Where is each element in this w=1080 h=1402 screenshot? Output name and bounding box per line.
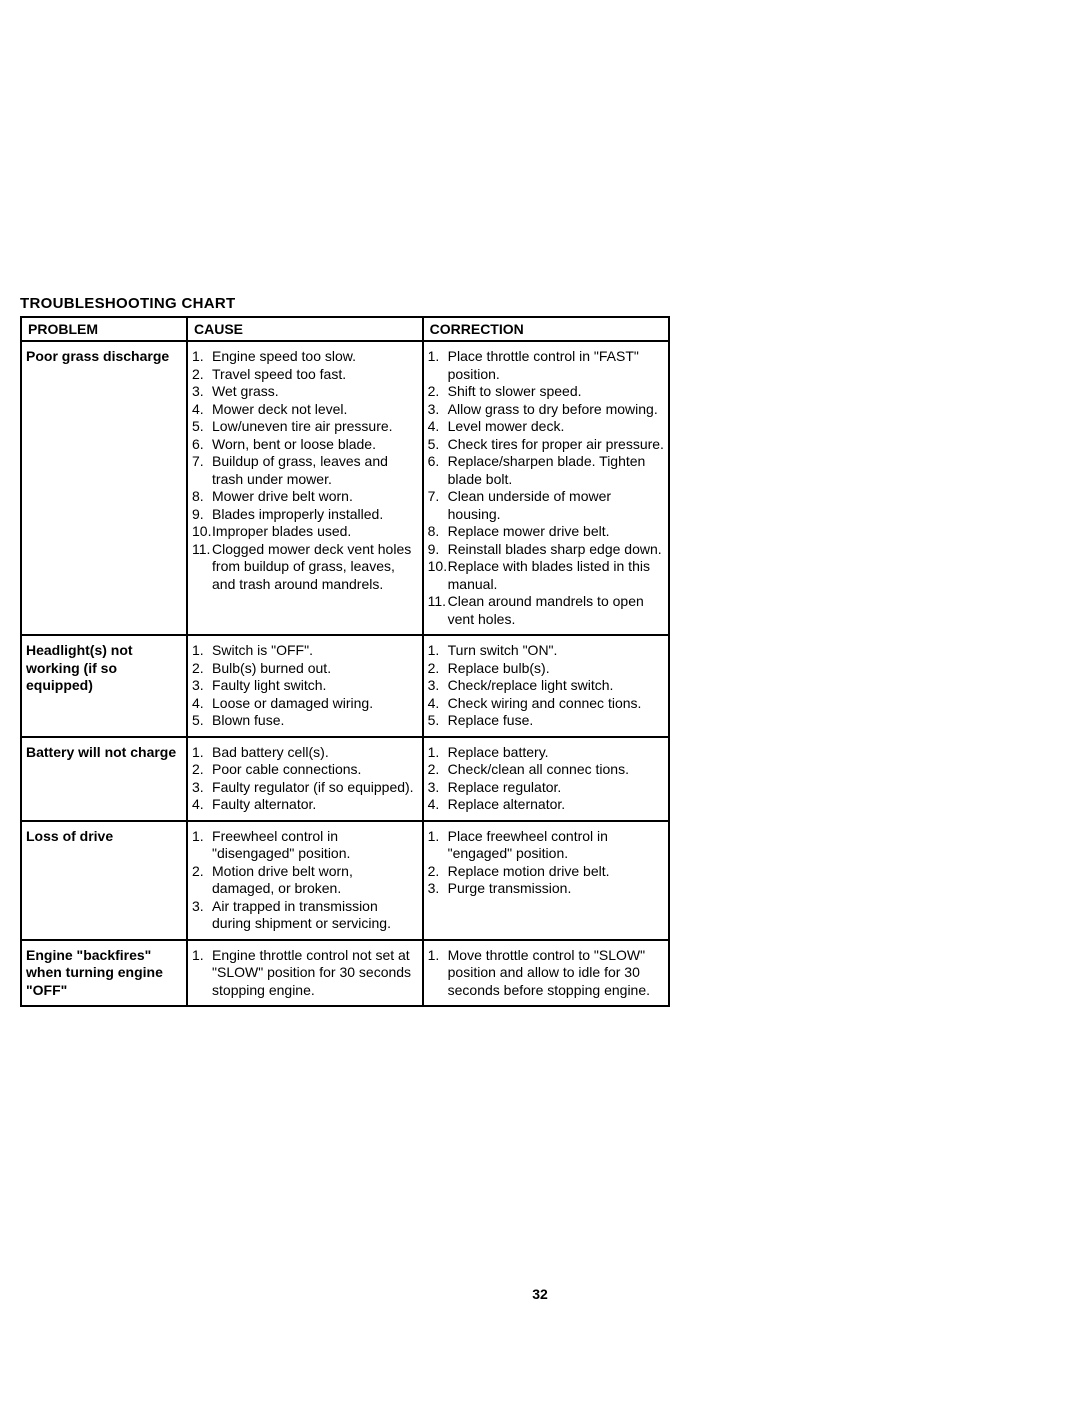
problem-label: Engine "backfires" when turning engine "… (26, 947, 163, 998)
correction-item: 3.Replace regulator. (428, 779, 664, 797)
correction-item: 3.Purge transmission. (428, 880, 664, 898)
table-header-row: PROBLEM CAUSE CORRECTION (21, 317, 669, 341)
troubleshooting-table: PROBLEM CAUSE CORRECTION Poor grass disc… (20, 316, 670, 1007)
cause-item: 8.Mower drive belt worn. (192, 488, 418, 506)
cause-item: 9.Blades improperly installed. (192, 506, 418, 524)
correction-item: 2.Shift to slower speed. (428, 383, 664, 401)
cause-item: 10.Improper blades used. (192, 523, 418, 541)
page-content: TROUBLESHOOTING CHART PROBLEM CAUSE CORR… (20, 295, 670, 1007)
cause-item: 2.Motion drive belt worn, damaged, or br… (192, 863, 418, 898)
correction-item: 4.Replace alternator. (428, 796, 664, 814)
correction-item: 1.Replace battery. (428, 744, 664, 762)
correction-item: 4.Check wiring and connec tions. (428, 695, 664, 713)
correction-item: 1.Place freewheel control in "engaged" p… (428, 828, 664, 863)
table-row: Loss of drive 1.Freewheel control in "dis… (21, 821, 669, 940)
correction-item: 8.Replace mower drive belt. (428, 523, 664, 541)
correction-cell: 1.Place throttle control in "FAST" posit… (423, 341, 669, 635)
correction-item: 2.Check/clean all connec tions. (428, 761, 664, 779)
header-problem: PROBLEM (21, 317, 187, 341)
correction-cell: 1.Move throttle control to "SLOW" positi… (423, 940, 669, 1007)
cause-cell: 1.Freewheel control in "disengaged" posi… (187, 821, 423, 940)
problem-cell: Battery will not charge (21, 737, 187, 821)
correction-item: 11.Clean around mandrels to open vent ho… (428, 593, 664, 628)
cause-item: 1.Bad battery cell(s). (192, 744, 418, 762)
correction-item: 4.Level mower deck. (428, 418, 664, 436)
correction-item: 1.Turn switch "ON". (428, 642, 664, 660)
cause-item: 5.Blown fuse. (192, 712, 418, 730)
correction-item: 10.Replace with blades listed in this ma… (428, 558, 664, 593)
cause-item: 5.Low/uneven tire air pressure. (192, 418, 418, 436)
cause-item: 4.Loose or damaged wiring. (192, 695, 418, 713)
header-correction: CORRECTION (423, 317, 669, 341)
correction-item: 1.Move throttle control to "SLOW" positi… (428, 947, 664, 1000)
cause-cell: 1.Switch is "OFF".2.Bulb(s) burned out.3… (187, 635, 423, 737)
cause-item: 2.Poor cable connections. (192, 761, 418, 779)
cause-item: 2.Bulb(s) burned out. (192, 660, 418, 678)
table-row: Engine "backfires" when turning engine "… (21, 940, 669, 1007)
correction-cell: 1.Turn switch "ON".2.Replace bulb(s).3.C… (423, 635, 669, 737)
cause-item: 3.Wet grass. (192, 383, 418, 401)
correction-item: 2.Replace motion drive belt. (428, 863, 664, 881)
correction-item: 5.Replace fuse. (428, 712, 664, 730)
cause-cell: 1.Engine speed too slow.2.Travel speed t… (187, 341, 423, 635)
table-row: Headlight(s) not working (if so equipped… (21, 635, 669, 737)
cause-item: 1.Freewheel control in "disengaged" posi… (192, 828, 418, 863)
correction-item: 3.Check/replace light switch. (428, 677, 664, 695)
problem-label: Headlight(s) not working (if so equipped… (26, 642, 133, 693)
problem-label: Loss of drive (26, 828, 113, 844)
cause-item: 2.Travel speed too fast. (192, 366, 418, 384)
cause-cell: 1.Engine throttle control not set at "SL… (187, 940, 423, 1007)
header-cause: CAUSE (187, 317, 423, 341)
cause-item: 11.Clogged mower deck vent holes from bu… (192, 541, 418, 594)
page-number: 32 (0, 1286, 1080, 1302)
correction-item: 7.Clean underside of mower housing. (428, 488, 664, 523)
cause-item: 4.Mower deck not level. (192, 401, 418, 419)
correction-item: 9.Reinstall blades sharp edge down. (428, 541, 664, 559)
correction-item: 6.Replace/sharpen blade. Tighten blade b… (428, 453, 664, 488)
problem-label: Battery will not charge (26, 744, 176, 760)
correction-item: 3.Allow grass to dry before mowing. (428, 401, 664, 419)
correction-item: 5.Check tires for proper air pressure. (428, 436, 664, 454)
cause-item: 3.Air trapped in transmission during shi… (192, 898, 418, 933)
cause-item: 6.Worn, bent or loose blade. (192, 436, 418, 454)
problem-cell: Loss of drive (21, 821, 187, 940)
cause-item: 7.Buildup of grass, leaves and trash und… (192, 453, 418, 488)
chart-title: TROUBLESHOOTING CHART (20, 295, 670, 312)
correction-item: 2.Replace bulb(s). (428, 660, 664, 678)
correction-cell: 1.Place freewheel control in "engaged" p… (423, 821, 669, 940)
correction-item: 1.Place throttle control in "FAST" posit… (428, 348, 664, 383)
cause-item: 1.Switch is "OFF". (192, 642, 418, 660)
cause-item: 3.Faulty regulator (if so equipped). (192, 779, 418, 797)
cause-item: 4.Faulty alternator. (192, 796, 418, 814)
problem-cell: Poor grass discharge (21, 341, 187, 635)
table-row: Battery will not charge 1.Bad battery cel… (21, 737, 669, 821)
cause-item: 3.Faulty light switch. (192, 677, 418, 695)
table-row: Poor grass discharge 1.Engine speed too s… (21, 341, 669, 635)
cause-cell: 1.Bad battery cell(s).2.Poor cable conne… (187, 737, 423, 821)
correction-cell: 1.Replace battery.2.Check/clean all conn… (423, 737, 669, 821)
problem-label: Poor grass discharge (26, 348, 169, 364)
problem-cell: Engine "backfires" when turning engine "… (21, 940, 187, 1007)
cause-item: 1.Engine throttle control not set at "SL… (192, 947, 418, 1000)
problem-cell: Headlight(s) not working (if so equipped… (21, 635, 187, 737)
cause-item: 1.Engine speed too slow. (192, 348, 418, 366)
